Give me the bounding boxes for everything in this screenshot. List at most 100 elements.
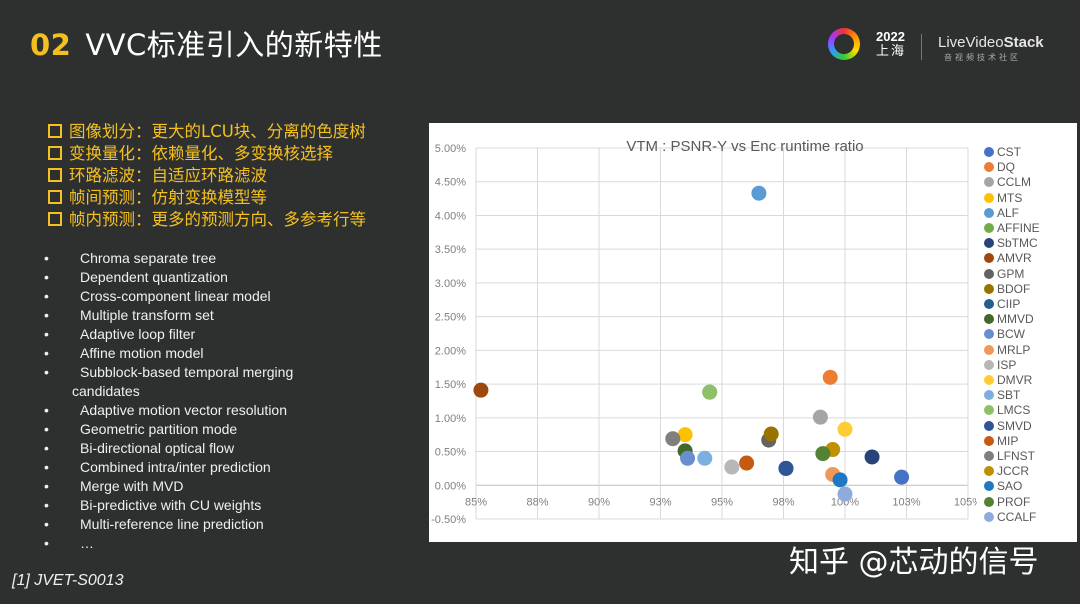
logo-year: 2022 [876,29,905,44]
page-title: 02 VVC标准引入的新特性 [30,22,383,64]
legend-marker-icon [984,223,994,234]
legend-item-dmvr: DMVR [984,373,1076,388]
feature-label: 环路滤波：自适应环路滤波 [69,166,267,185]
data-point-dq [822,369,838,385]
feature-label: 图像划分：更大的LCU块、分离的色度树 [69,122,366,141]
legend-marker-icon [984,390,994,401]
data-point-amvr [473,382,489,398]
y-tick-label: 1.50% [435,379,466,391]
legend-marker-icon [984,314,994,325]
x-tick-label: 85% [465,496,487,508]
tool-label: Merge with MVD [80,478,184,494]
legend-label: SBT [997,388,1021,403]
scatter-chart: 5.00% 4.50% 4.00% 3.50% 3.00% 2.50% 2.00% 1.50%… [429,123,977,542]
legend-label: AFFINE [997,221,1040,236]
legend-marker-icon [984,420,994,431]
y-tick-label: 1.00% [435,413,466,425]
bullet-icon: • [44,535,49,551]
x-tick-label: 100% [831,496,859,508]
legend-item-smvd: SMVD [984,419,1076,434]
legend-label: ALF [997,205,1020,220]
x-tick-label: 93% [649,496,671,508]
y-tick-label: -0.50% [431,514,466,526]
data-point-isp [724,459,740,475]
tool-list-item: • Merge with MVD [44,477,374,496]
feature-item: 变换量化：依赖量化、多变换核选择 [48,143,366,165]
legend-item-sao: SAO [984,479,1076,494]
feature-item: 帧内预测：更多的预测方向、多参考行等 [48,209,366,231]
legend-marker-icon [984,359,994,370]
legend-marker-icon [984,192,994,203]
x-tick-label: 105% [954,496,977,508]
x-tick-label: 103% [892,496,920,508]
legend-marker-icon [984,511,994,522]
data-point-sbtmc [864,449,880,465]
legend-label: CIIP [997,297,1021,312]
feature-list: 图像划分：更大的LCU块、分离的色度树变换量化：依赖量化、多变换核选择 环路滤波：… [48,121,366,231]
y-tick-label: 4.50% [435,177,466,189]
legend-marker-icon [984,451,994,462]
logo-brand: LiveVideoStack [938,34,1044,51]
legend-label: MTS [997,190,1023,205]
tool-label: Cross-component linear model [80,288,271,304]
legend-label: PROF [997,494,1031,509]
legend-label: LMCS [997,403,1031,418]
checkbox-square-icon [48,190,62,204]
tool-label: Subblock-based temporal merging [80,364,294,380]
checkbox-square-icon [48,124,62,138]
y-tick-label: 2.00% [435,345,466,357]
data-point-prof [815,446,831,462]
legend-item-lfnst: LFNST [984,449,1076,464]
legend-marker-icon [984,405,994,416]
chart-title: VTM : PSNR-Y vs Enc runtime ratio [626,138,863,155]
tool-list-item: • Bi-predictive with CU weights [44,496,374,515]
tool-label: Chroma separate tree [80,250,217,266]
legend-marker-icon [984,253,994,264]
x-tick-label: 88% [526,496,548,508]
legend-label: CCLM [997,175,1032,190]
brand-prefix: LiveVideo [938,34,1004,51]
legend-label: CCALF [997,509,1037,524]
tool-list-item: • Affine motion model [44,344,374,363]
legend-label: SAO [997,479,1023,494]
legend-marker-icon [984,283,994,294]
data-point-smvd [778,460,794,476]
bullet-icon: • [44,250,49,266]
legend-item-isp: ISP [984,358,1076,373]
data-point-bcw [680,450,696,466]
legend-label: ISP [997,357,1017,372]
legend-item-mmvd: MMVD [984,312,1076,327]
tool-label: … [80,535,94,551]
tool-label: Dependent quantization [80,269,228,285]
y-tick-label: 5.00% [435,143,466,155]
data-point-dmvr [837,421,853,437]
x-tick-label: 95% [711,496,733,508]
legend-label: SbTMC [997,236,1038,251]
bullet-icon: • [44,307,49,323]
y-tick-label: 4.00% [435,210,466,222]
bullet-icon: • [44,364,49,380]
event-logo: 2022 上海 LiveVideoStack 音视频技术社区 [826,24,1066,70]
data-point-bdof [763,426,779,442]
tool-label: Bi-predictive with CU weights [80,497,262,513]
bullet-icon: • [44,459,49,475]
tool-list-item: • Geometric partition mode [44,420,374,439]
legend-item-mrlp: MRLP [984,343,1076,358]
tool-list-item: • Multiple transform set [44,306,374,325]
legend-item-prof: PROF [984,495,1076,510]
legend-marker-icon [984,268,994,279]
legend-item-sbtmc: SbTMC [984,236,1076,251]
legend-item-lmcs: LMCS [984,403,1076,418]
bullet-icon: • [44,497,49,513]
legend-item-gpm: GPM [984,267,1076,282]
bullet-icon: • [44,516,49,532]
legend-label: BDOF [997,281,1031,296]
data-point-lmcs [702,384,718,400]
y-tick-label: 3.50% [435,244,466,256]
legend-marker-icon [984,435,994,446]
legend-item-ccalf: CCALF [984,510,1076,525]
legend-marker-icon [984,481,994,492]
y-tick-label: 0.50% [435,447,466,459]
data-point-sbt [697,450,713,466]
legend-label: MIP [997,433,1019,448]
